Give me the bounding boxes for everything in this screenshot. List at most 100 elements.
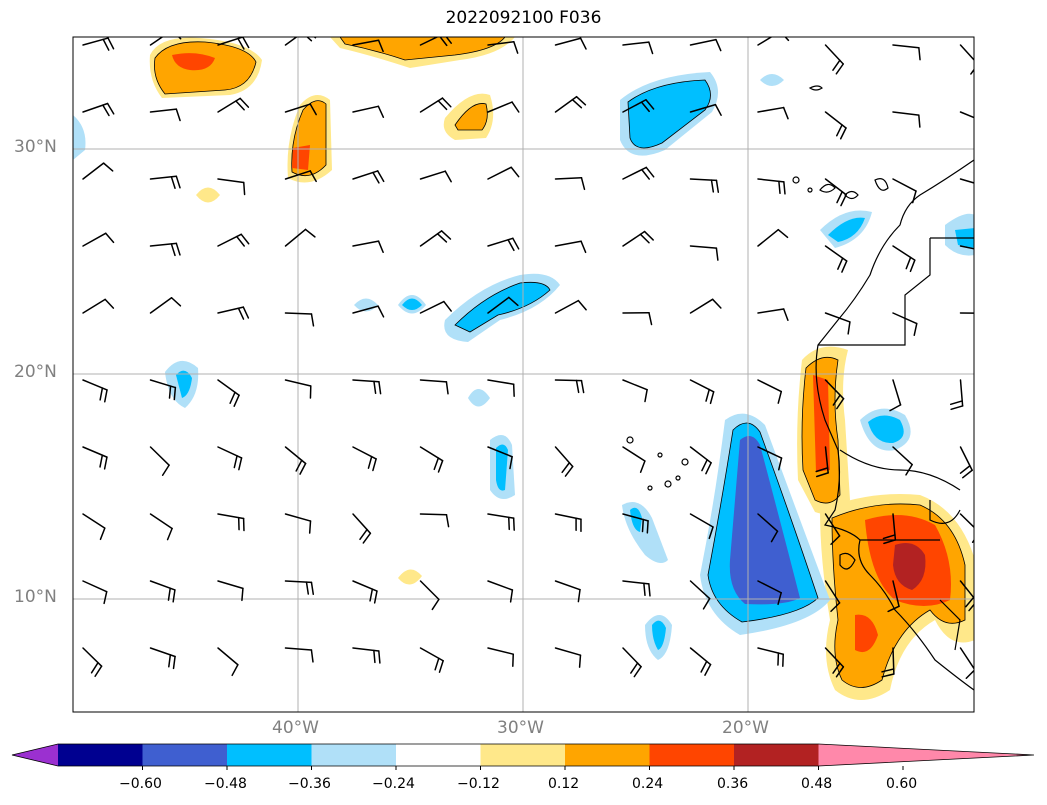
wind-barb-flag xyxy=(644,388,648,403)
wind-barb-flag xyxy=(177,37,182,40)
wind-barb-flag xyxy=(436,233,448,243)
colorbar-outline xyxy=(11,743,1035,767)
wind-barb-flag xyxy=(242,306,250,319)
wind-barb-flag xyxy=(639,460,646,473)
wind-barb-shaft xyxy=(554,580,581,591)
wind-barb-shaft xyxy=(689,298,714,314)
wind-barb-shaft xyxy=(487,101,513,113)
colorbar-bin xyxy=(649,744,735,766)
wind-barb-flag xyxy=(509,455,513,470)
wind-barb-flag xyxy=(102,38,110,51)
positive-patches xyxy=(149,37,974,700)
wind-barb-shaft xyxy=(689,245,718,249)
wind-barb-flag xyxy=(106,102,115,115)
wind-barb-flag xyxy=(918,114,921,128)
wind-barb-flag xyxy=(511,101,520,113)
wind-barb-flag xyxy=(578,654,582,668)
wind-barb-flag xyxy=(372,171,380,184)
wind-barb-flag xyxy=(577,588,581,603)
wind-barb-shaft xyxy=(82,580,108,593)
wind-barb-shaft xyxy=(487,41,515,46)
wind-barb-flag xyxy=(715,247,719,261)
wind-barb-flag xyxy=(310,581,315,595)
wind-barb-shaft xyxy=(352,580,378,592)
wind-barb-shaft xyxy=(892,111,920,116)
wind-barb-flag xyxy=(241,587,244,602)
wind-barb-flag xyxy=(439,37,448,47)
wind-barb-flag xyxy=(167,587,171,601)
wind-barb-shaft xyxy=(217,97,241,113)
wind-barb-flag xyxy=(161,464,170,477)
wind-barb-flag xyxy=(905,256,912,270)
wind-barb-flag xyxy=(378,380,382,395)
wind-barb-shaft xyxy=(892,647,895,675)
wind-barb-flag xyxy=(236,235,245,247)
wind-barb-flag xyxy=(840,194,847,207)
wind-barb-flag xyxy=(830,602,841,613)
wind-barb-flag xyxy=(839,127,847,140)
wind-barb-shaft xyxy=(352,39,380,46)
colorbar-tick: −0.36 xyxy=(288,776,331,792)
wind-barb-shaft xyxy=(824,580,841,604)
wind-barb-shaft xyxy=(82,298,106,314)
map-title: 2022092100 F036 xyxy=(445,8,602,28)
colorbar-bin xyxy=(58,744,143,766)
wind-barb-shaft xyxy=(959,513,974,529)
wind-barb-flag xyxy=(243,181,246,196)
colorbar-tick: 0.24 xyxy=(632,776,664,792)
map-frame xyxy=(72,36,975,713)
wind-barb-flag xyxy=(431,598,440,611)
wind-barb-flag xyxy=(575,95,587,106)
wind-barb-flag xyxy=(648,312,653,326)
wind-barb-shaft xyxy=(757,308,785,314)
colorbar-tick: −0.60 xyxy=(119,776,162,792)
wind-barb-shaft xyxy=(757,37,773,46)
lat-label-20n: 20°N xyxy=(14,362,57,382)
wind-barb-flag xyxy=(641,168,650,180)
wind-barb-flag xyxy=(645,99,655,110)
wind-barb-shaft xyxy=(892,446,913,466)
wind-barb-shaft xyxy=(959,44,974,61)
wind-barb-flag xyxy=(778,180,781,195)
wind-barb-shaft xyxy=(284,103,312,113)
wind-barb-shaft xyxy=(352,647,380,652)
wind-barb-flag xyxy=(235,100,245,111)
wind-barb-shaft xyxy=(419,513,448,516)
wind-barb-shaft xyxy=(352,446,377,460)
wind-barb-shaft xyxy=(757,513,779,532)
wind-barb-shaft xyxy=(892,379,902,406)
wind-barb-flag xyxy=(434,657,440,671)
wind-barb-shaft xyxy=(757,106,785,113)
wind-barb-flag xyxy=(304,228,316,238)
wind-barb-shaft xyxy=(149,580,176,591)
wind-barb-shaft xyxy=(82,513,106,529)
wind-barb-flag xyxy=(373,380,377,395)
colorbar-bin xyxy=(480,744,566,766)
colorbar-extend-low xyxy=(12,744,58,766)
wind-barb-flag xyxy=(985,186,986,198)
colorbar-bin xyxy=(142,744,228,766)
wind-barb-flag xyxy=(847,321,851,335)
wind-barb-flag xyxy=(299,462,307,475)
lon-label-20w: 20°W xyxy=(722,718,769,738)
wind-barb-flag xyxy=(443,300,452,312)
wind-barb-shaft xyxy=(149,647,176,658)
wind-barb-flag xyxy=(705,388,710,402)
wind-barb-flag xyxy=(377,39,384,53)
wind-barb-shaft xyxy=(149,297,173,314)
wind-barb-flag xyxy=(372,458,377,472)
wind-barb-flag xyxy=(378,650,381,664)
wind-barb-flag xyxy=(94,665,103,678)
wind-barb-flag xyxy=(309,170,317,183)
wind-barb-flag xyxy=(640,101,650,113)
wind-barb-flag xyxy=(580,240,587,254)
wind-barb-flag xyxy=(887,605,900,613)
wind-barb-shaft xyxy=(284,446,307,465)
wind-barb-flag xyxy=(579,37,587,50)
wind-barb-shaft xyxy=(217,233,242,247)
wind-barb-shaft xyxy=(554,379,583,382)
wind-barb-flag xyxy=(882,534,896,540)
wind-barb-flag xyxy=(580,379,585,394)
wind-barb-shaft xyxy=(892,312,918,325)
wind-barb-shaft xyxy=(419,446,444,462)
